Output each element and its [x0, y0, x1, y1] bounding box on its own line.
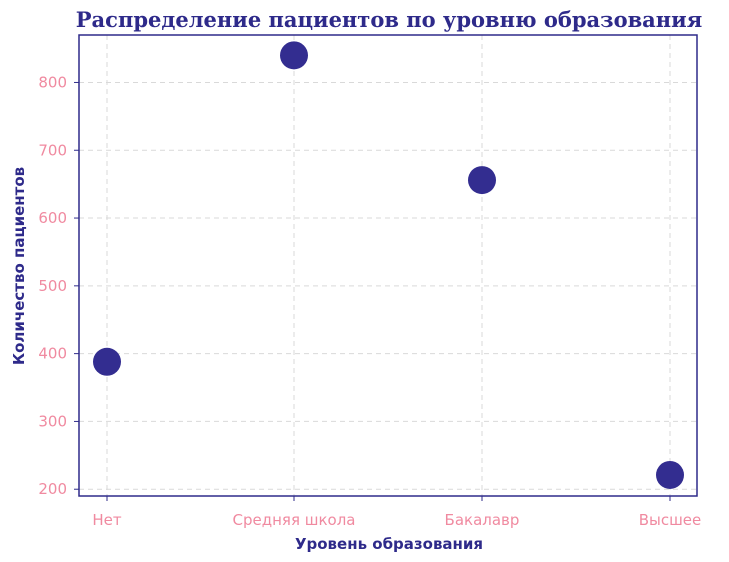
x-tick-label: Нет	[92, 511, 122, 529]
data-point	[280, 41, 308, 70]
grid	[79, 35, 697, 496]
x-tick-label: Средняя школа	[233, 511, 356, 529]
plot-frame	[78, 34, 698, 497]
y-tick-label: 500	[38, 277, 67, 295]
y-tick-label: 300	[38, 412, 67, 430]
x-tick-label: Высшее	[639, 511, 702, 529]
y-tick-label: 800	[38, 73, 67, 91]
chart-title: Распределение пациентов по уровню образо…	[76, 7, 702, 32]
data-point	[468, 166, 496, 195]
data-points	[93, 41, 684, 489]
y-axis-ticks: 200 300 400 500 600 700 800	[38, 73, 79, 498]
y-tick-label: 600	[38, 209, 67, 227]
x-axis-label: Уровень образования	[295, 535, 483, 553]
y-tick-label: 700	[38, 141, 67, 159]
y-axis-label: Количество пациентов	[10, 167, 28, 365]
data-point	[656, 460, 684, 489]
data-point	[93, 347, 121, 376]
y-tick-label: 200	[38, 480, 67, 498]
x-tick-label: Бакалавр	[445, 511, 520, 529]
x-axis-ticks: Нет Средняя школа Бакалавр Высшее	[92, 496, 701, 529]
y-tick-label: 400	[38, 345, 67, 363]
